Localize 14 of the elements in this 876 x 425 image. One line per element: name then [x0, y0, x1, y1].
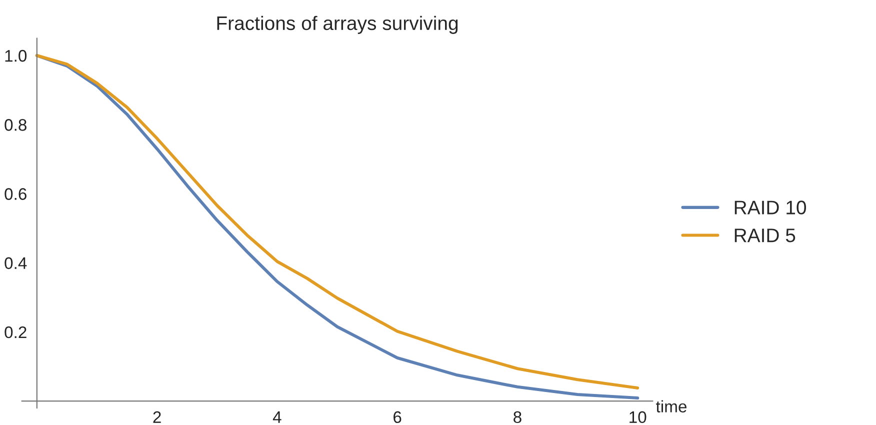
y-tick-label: 0.8	[4, 119, 26, 131]
x-tick-label: 6	[394, 411, 402, 424]
x-tick-label: 10	[630, 411, 646, 424]
chart-title: Fractions of arrays surviving	[217, 16, 458, 34]
y-tick-label: 0.4	[4, 257, 27, 270]
y-tick-label: 1.0	[5, 50, 27, 62]
x-axis-title: time	[656, 400, 687, 412]
x-tick-label: 8	[514, 411, 522, 424]
x-tick-label: 2	[153, 411, 161, 423]
x-tick-label: 4	[272, 411, 282, 423]
legend-label: RAID 5	[734, 228, 796, 242]
y-tick-label: 0.2	[4, 326, 26, 338]
y-tick-label: 0.6	[4, 188, 26, 200]
legend-label: RAID 10	[734, 200, 806, 214]
